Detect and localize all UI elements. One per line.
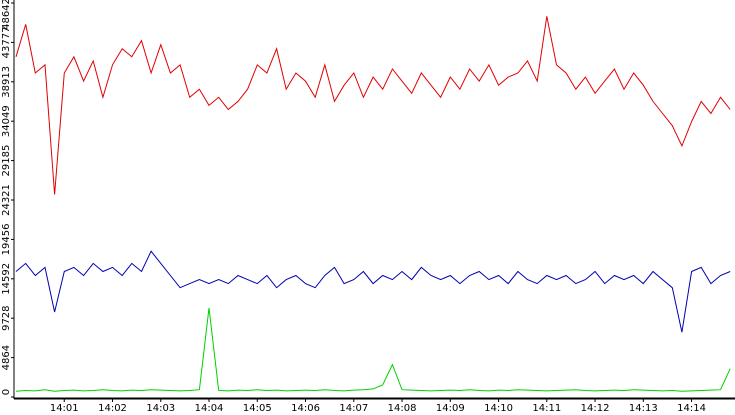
y-tick-label: 43777	[1, 27, 12, 59]
y-tick-label: 24321	[1, 184, 12, 216]
series-line	[15, 307, 731, 392]
x-tick-label: 14:01	[50, 403, 79, 414]
y-tick-label: 38913	[1, 66, 12, 98]
y-tick-label: 9728	[1, 305, 12, 330]
y-tick-label: 48642	[1, 0, 12, 30]
x-tick-label: 14:13	[629, 403, 658, 414]
y-tick-label: 4864	[1, 345, 12, 370]
x-tick-label: 14:04	[195, 403, 224, 414]
y-tick-label: 34049	[1, 105, 12, 137]
x-tick-label: 14:06	[291, 403, 320, 414]
x-tick-label: 14:09	[436, 403, 465, 414]
x-tick-label: 14:10	[484, 403, 513, 414]
y-tick-label: 0	[1, 389, 12, 395]
y-tick-label: 29185	[1, 145, 12, 177]
y-tick-label: 14592	[1, 263, 12, 295]
x-tick-label: 14:14	[677, 403, 706, 414]
x-tick-label: 14:12	[581, 403, 610, 414]
x-tick-label: 14:05	[243, 403, 272, 414]
series-line	[15, 250, 731, 333]
y-tick-label: 19456	[1, 224, 12, 256]
x-tick-label: 14:02	[98, 403, 127, 414]
x-tick-label: 14:08	[388, 403, 417, 414]
x-tick-label: 14:07	[339, 403, 368, 414]
series-line	[15, 16, 731, 195]
x-tick-label: 14:11	[532, 403, 561, 414]
x-tick-label: 14:03	[146, 403, 175, 414]
